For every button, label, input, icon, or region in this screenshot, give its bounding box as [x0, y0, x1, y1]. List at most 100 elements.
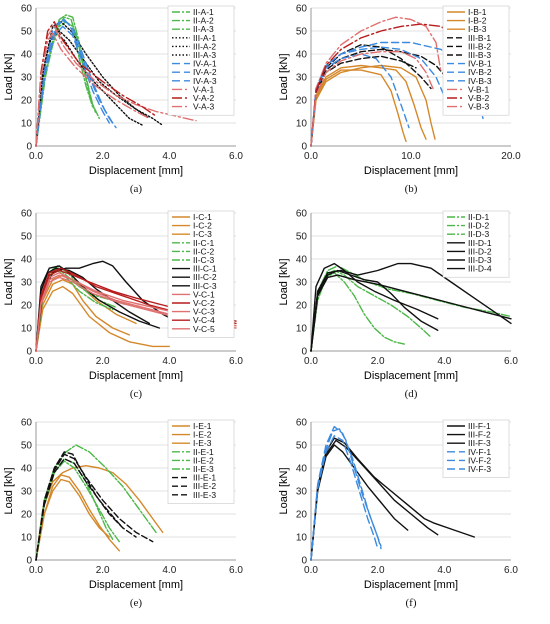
- legend-label: V-C-4: [193, 315, 215, 325]
- y-tick-label: 20: [296, 510, 308, 521]
- panel-label: (b): [405, 183, 418, 195]
- y-tick-label: 60: [296, 4, 308, 15]
- legend-label: III-B-1: [468, 33, 491, 43]
- series-line-i-e-3: [35, 478, 110, 561]
- legend-label: III-C-3: [193, 281, 217, 291]
- x-tick-label: 6.0: [229, 565, 243, 576]
- legend-box: [442, 419, 510, 478]
- y-tick-label: 50: [296, 232, 308, 243]
- legend-label: V-A-1: [193, 84, 215, 94]
- legend-label: V-B-1: [468, 84, 490, 94]
- series-line-v-b-2: [310, 23, 474, 147]
- y-tick-label: 60: [21, 4, 33, 15]
- y-tick-label: 40: [21, 464, 33, 475]
- legend-label: I-E-3: [193, 438, 212, 448]
- x-axis-title: Displacement [mm]: [364, 370, 458, 382]
- x-tick-label: 4.0: [437, 565, 451, 576]
- legend-label: IV-A-1: [193, 59, 217, 69]
- legend-label: III-A-3: [193, 50, 216, 60]
- series-line-iv-b-2: [310, 41, 484, 147]
- y-tick-label: 20: [296, 301, 308, 312]
- legend-label: V-B-3: [468, 102, 490, 112]
- legend-label: III-D-1: [468, 238, 492, 248]
- x-tick-label: 2.0: [371, 356, 385, 367]
- series-line-iii-c-3: [35, 265, 160, 352]
- y-tick-label: 10: [21, 324, 33, 335]
- x-tick-label: 6.0: [229, 356, 243, 367]
- legend-label: III-B-3: [468, 50, 491, 60]
- legend-label: I-E-2: [193, 430, 212, 440]
- legend-label: IV-F-3: [468, 464, 491, 474]
- y-tick-label: 30: [296, 487, 308, 498]
- y-tick-label: 30: [296, 73, 308, 84]
- series-line-v-b-1: [310, 16, 442, 147]
- series-line-iii-b-2: [310, 55, 417, 147]
- legend-label: II-D-3: [468, 229, 490, 239]
- x-tick-label: 4.0: [162, 356, 176, 367]
- x-tick-label: 0.0: [29, 356, 43, 367]
- x-tick-label: 0.0: [29, 151, 43, 162]
- series-line-iii-d-3: [310, 269, 439, 352]
- y-tick-label: 0: [301, 556, 307, 567]
- legend: I-B-1I-B-2I-B-3III-B-1III-B-2III-B-3IV-B…: [442, 5, 510, 116]
- x-tick-label: 4.0: [162, 565, 176, 576]
- legend-label: III-C-1: [193, 264, 217, 274]
- legend-label: IV-F-2: [468, 455, 491, 465]
- series-line-i-c-1: [35, 279, 130, 352]
- y-tick-label: 30: [296, 278, 308, 289]
- legend-label: IV-A-2: [193, 67, 217, 77]
- series-line-iii-e-3: [35, 453, 154, 561]
- legend-label: III-D-4: [468, 264, 492, 274]
- series-line-ii-e-1: [35, 458, 114, 561]
- y-tick-label: 40: [21, 50, 33, 61]
- y-tick-label: 60: [21, 209, 33, 220]
- series-line-i-e-2: [35, 465, 164, 561]
- series-line-ii-e-2: [35, 444, 157, 561]
- chart-d-svg: 0 10 20 30 40 50 60 0.0 2.0 4.0 6.0 Displacement [m…: [278, 209, 518, 401]
- legend-label: I-C-1: [193, 212, 212, 222]
- y-tick-label: 30: [21, 487, 33, 498]
- legend-label: IV-A-3: [193, 76, 217, 86]
- series-line-iv-b-1: [310, 53, 410, 147]
- legend-box: [167, 5, 235, 116]
- series-line-iii-e-2: [35, 458, 124, 561]
- series-line-v-b-3: [310, 51, 434, 147]
- series-line-v-a-3: [35, 32, 150, 147]
- x-tick-label: 6.0: [504, 356, 518, 367]
- chart-panel-f: 0 10 20 30 40 50 60 0.0 2.0 4.0 6.0 Displacement [m…: [275, 414, 545, 619]
- y-axis-title: Load [kN]: [278, 467, 290, 514]
- legend-label: II-A-1: [193, 7, 214, 17]
- legend-label: IV-B-2: [468, 67, 492, 77]
- y-tick-label: 40: [296, 255, 308, 266]
- series-line-iii-b-1: [310, 48, 454, 147]
- x-tick-label: 0.0: [29, 565, 43, 576]
- legend-label: III-A-1: [193, 33, 216, 43]
- legend-label: II-E-3: [193, 464, 214, 474]
- legend-label: III-E-2: [193, 481, 216, 491]
- series-line-ii-a-3: [35, 16, 97, 147]
- series-line-iv-f-3: [310, 425, 382, 561]
- y-tick-label: 50: [21, 232, 33, 243]
- legend-label: III-E-1: [193, 473, 216, 483]
- legend-label: V-C-5: [193, 324, 215, 334]
- x-tick-label: 0.0: [304, 356, 318, 367]
- series-line-iii-f-3: [310, 439, 439, 561]
- y-tick-label: 10: [21, 119, 33, 130]
- x-axis-title: Displacement [mm]: [89, 579, 183, 591]
- series-line-ii-e-3: [35, 460, 120, 561]
- legend-box: [167, 210, 235, 338]
- y-tick-label: 30: [21, 73, 33, 84]
- legend: II-A-1II-A-2II-A-3III-A-1III-A-2III-A-3I…: [167, 5, 235, 116]
- y-tick-label: 50: [296, 441, 308, 452]
- legend-label: IV-B-1: [468, 59, 492, 69]
- chart-panel-d: 0 10 20 30 40 50 60 0.0 2.0 4.0 6.0 Displacement [m…: [275, 205, 545, 410]
- y-tick-label: 10: [296, 533, 308, 544]
- legend-label: IV-B-3: [468, 76, 492, 86]
- legend-label: II-C-1: [193, 238, 215, 248]
- series-line-i-b-1: [310, 64, 427, 147]
- y-axis-title: Load [kN]: [3, 467, 15, 514]
- series-line-iv-a-2: [35, 18, 114, 147]
- legend-box: [167, 419, 235, 504]
- y-tick-label: 50: [21, 27, 33, 38]
